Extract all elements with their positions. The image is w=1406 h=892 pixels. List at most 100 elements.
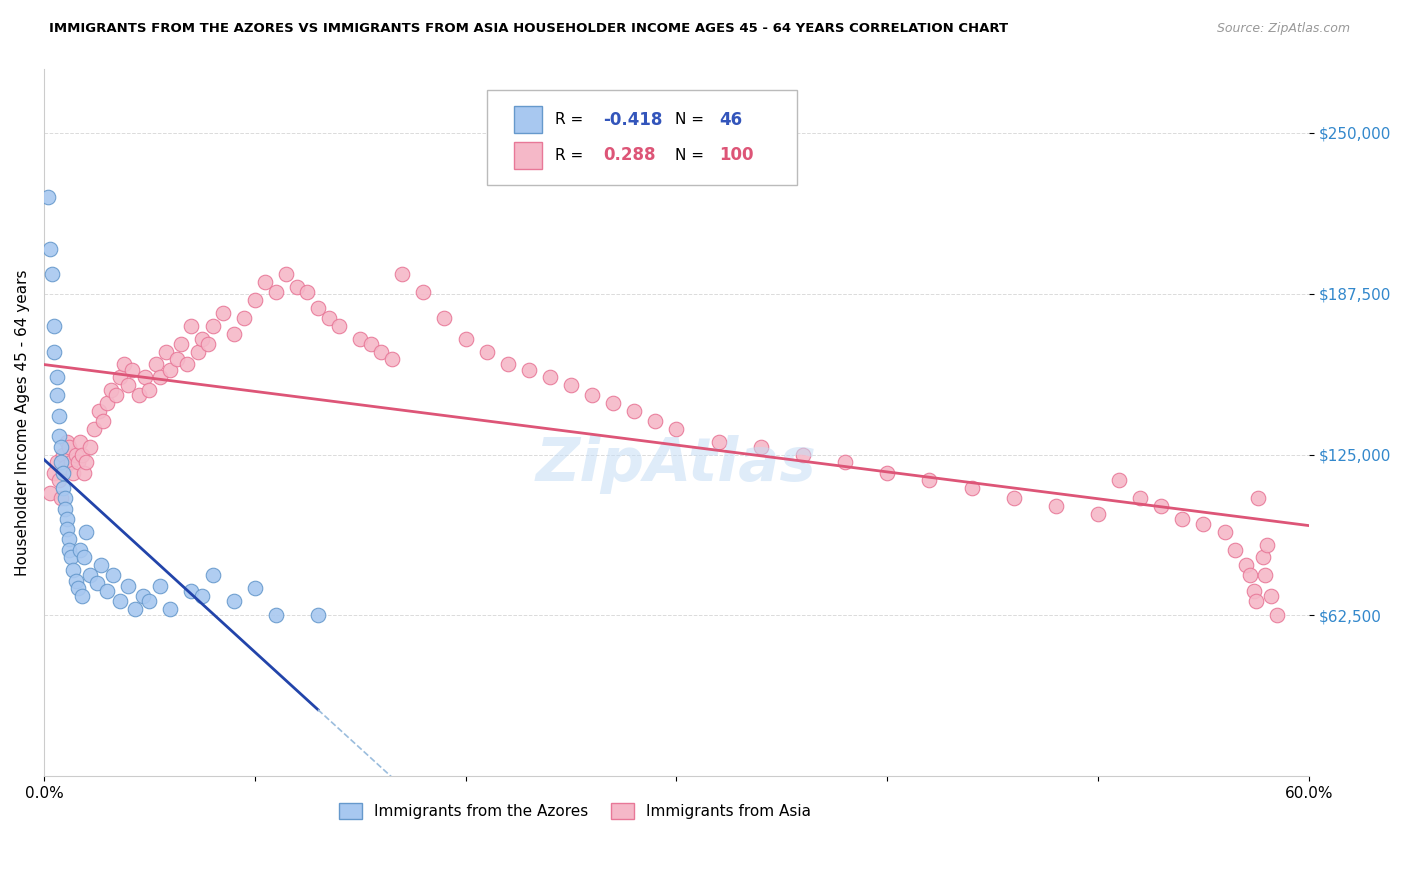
Point: [254, 275, 277, 289]
Point: [212, 306, 235, 320]
Point: [1108, 473, 1130, 487]
Point: [73, 466, 96, 480]
Point: [41, 268, 63, 282]
Point: [75, 524, 97, 539]
Point: [433, 311, 456, 326]
Point: [52, 466, 75, 480]
Point: [191, 589, 214, 603]
Point: [49, 455, 72, 469]
Point: [222, 326, 245, 341]
Point: [117, 579, 139, 593]
Point: [538, 370, 561, 384]
Point: [83, 422, 105, 436]
Text: N =: N =: [675, 148, 709, 163]
Point: [91, 414, 114, 428]
Point: [56, 522, 79, 536]
Point: [79, 440, 101, 454]
Point: [66, 582, 89, 596]
Point: [318, 311, 340, 326]
Point: [103, 568, 125, 582]
Point: [108, 594, 131, 608]
Point: [1260, 589, 1282, 603]
Point: [381, 352, 404, 367]
Point: [86, 576, 108, 591]
Point: [128, 388, 150, 402]
Point: [707, 434, 730, 449]
Point: [134, 370, 156, 384]
Point: [201, 568, 224, 582]
Point: [749, 440, 772, 454]
Point: [145, 358, 167, 372]
Point: [159, 362, 181, 376]
Point: [644, 414, 666, 428]
Point: [52, 448, 75, 462]
Point: [58, 440, 80, 454]
Point: [121, 362, 143, 376]
Text: 46: 46: [720, 111, 742, 128]
Point: [1129, 491, 1152, 506]
Point: [58, 542, 80, 557]
Point: [60, 455, 83, 469]
Point: [170, 336, 193, 351]
Point: [52, 481, 75, 495]
Text: -0.418: -0.418: [603, 111, 662, 128]
Point: [69, 542, 91, 557]
Point: [60, 550, 83, 565]
Point: [264, 608, 287, 623]
Point: [276, 268, 298, 282]
Point: [70, 448, 93, 462]
Point: [112, 358, 135, 372]
Point: [264, 285, 287, 300]
Point: [56, 434, 79, 449]
Point: [602, 396, 624, 410]
Point: [1150, 499, 1173, 513]
Point: [307, 301, 329, 315]
Point: [243, 582, 266, 596]
Point: [349, 332, 371, 346]
Point: [1256, 538, 1278, 552]
Point: [70, 589, 93, 603]
Point: [58, 533, 80, 547]
Point: [53, 501, 76, 516]
Point: [79, 568, 101, 582]
Text: 0.288: 0.288: [603, 146, 655, 164]
Point: [1253, 568, 1275, 582]
Point: [90, 558, 112, 573]
Point: [166, 352, 188, 367]
Bar: [515, 106, 543, 133]
Point: [44, 318, 66, 333]
Point: [45, 370, 67, 384]
Point: [48, 473, 70, 487]
Point: [918, 473, 941, 487]
Point: [1239, 568, 1261, 582]
Point: [53, 491, 76, 506]
Point: [960, 481, 983, 495]
Point: [307, 608, 329, 623]
Text: R =: R =: [555, 112, 588, 128]
Point: [104, 388, 127, 402]
Point: [285, 280, 308, 294]
Point: [1171, 512, 1194, 526]
Point: [1192, 516, 1215, 531]
Point: [65, 574, 87, 588]
Text: R =: R =: [555, 148, 593, 163]
Point: [132, 589, 155, 603]
Point: [1087, 507, 1109, 521]
Point: [517, 362, 540, 376]
Point: [96, 396, 118, 410]
Point: [44, 344, 66, 359]
Point: [328, 318, 350, 333]
Point: [100, 383, 122, 397]
Text: Source: ZipAtlas.com: Source: ZipAtlas.com: [1216, 22, 1350, 36]
Point: [201, 318, 224, 333]
Point: [48, 429, 70, 443]
Point: [149, 370, 172, 384]
Point: [149, 579, 172, 593]
Point: [876, 466, 898, 480]
Point: [56, 512, 79, 526]
FancyBboxPatch shape: [486, 90, 797, 186]
Point: [665, 422, 688, 436]
Point: [496, 358, 519, 372]
Y-axis label: Householder Income Ages 45 - 64 years: Householder Income Ages 45 - 64 years: [15, 269, 30, 575]
Point: [1045, 499, 1067, 513]
